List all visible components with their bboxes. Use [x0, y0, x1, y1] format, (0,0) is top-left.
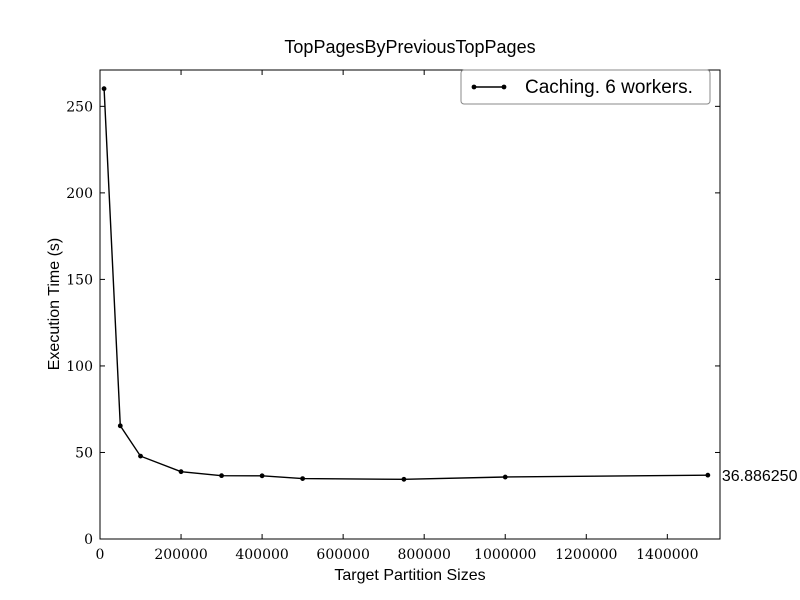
series-line: [103, 88, 708, 481]
x-tick-label: 200000: [154, 547, 207, 563]
data-point: [705, 472, 711, 478]
x-tick-label: 0: [96, 547, 105, 563]
y-tick-label: 200: [66, 186, 93, 202]
legend-marker-sample: [501, 84, 507, 90]
data-point: [219, 473, 224, 479]
x-axis-ticks: 0 200000 400000 600000 800000 1000000 1200000 1…: [96, 70, 698, 563]
data-point: [502, 474, 508, 480]
y-axis-label: Execution Time (s): [46, 238, 63, 370]
data-point: [401, 476, 407, 482]
data-point: [138, 453, 143, 459]
data-point: [101, 86, 107, 92]
y-tick-label: 250: [66, 99, 93, 115]
data-point: [300, 476, 306, 482]
x-tick-label: 600000: [316, 547, 369, 563]
y-tick-label: 100: [66, 359, 93, 375]
chart-title: TopPagesByPreviousTopPages: [284, 37, 535, 57]
y-tick-label: 0: [84, 532, 93, 548]
x-tick-label: 1000000: [474, 547, 536, 563]
legend-box: [460, 69, 711, 105]
x-tick-label: 1200000: [555, 547, 617, 563]
data-point: [117, 423, 123, 429]
y-tick-label: 50: [75, 445, 93, 461]
plot-area: [99, 69, 721, 540]
x-tick-label: 400000: [235, 547, 288, 563]
y-tick-label: 150: [66, 272, 93, 288]
series-layer: [101, 86, 711, 482]
legend-label: Caching. 6 workers.: [525, 77, 693, 98]
x-tick-label: 800000: [397, 547, 450, 563]
x-axis-label: Target Partition Sizes: [334, 567, 485, 584]
x-tick-label: 1400000: [636, 547, 698, 563]
data-point: [178, 469, 184, 475]
data-label: 36.886250: [722, 468, 798, 485]
annotation-layer: 36.886250: [722, 468, 798, 485]
legend-marker-sample: [471, 84, 477, 90]
y-axis-ticks: 0 50 100 150 200 250: [66, 99, 720, 548]
legend: Caching. 6 workers.: [460, 69, 711, 105]
data-point: [259, 473, 265, 479]
